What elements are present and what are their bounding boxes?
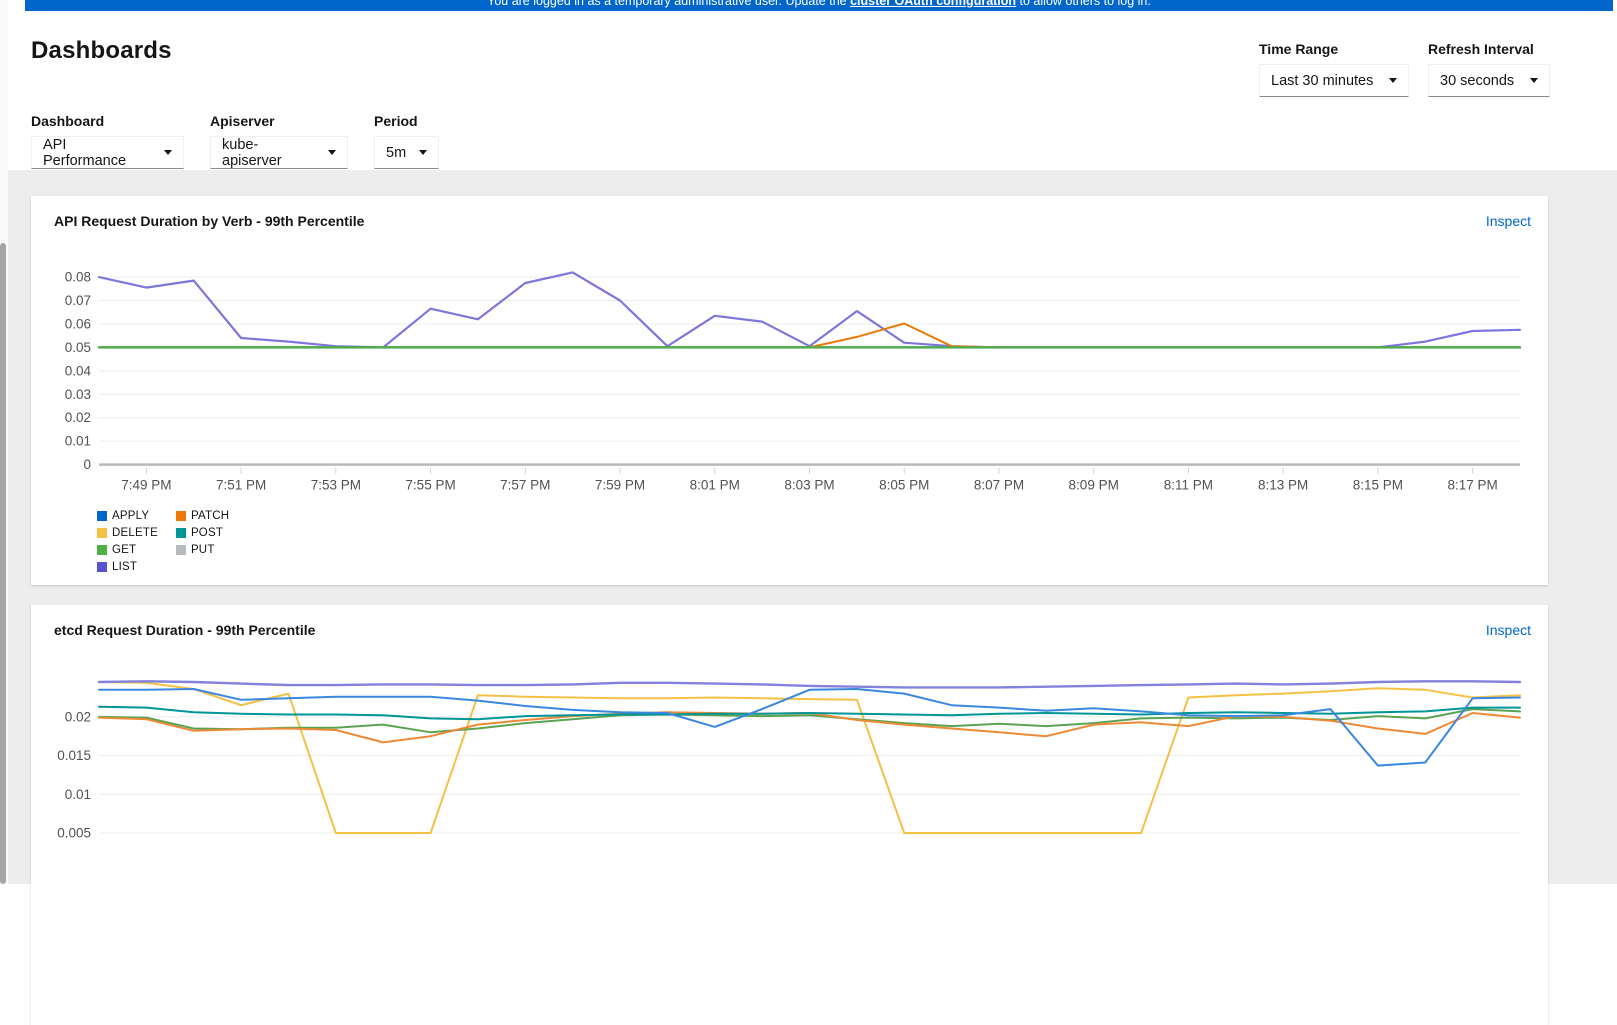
- legend-swatch: [97, 545, 107, 555]
- svg-text:8:13 PM: 8:13 PM: [1258, 478, 1308, 493]
- svg-text:0.015: 0.015: [57, 748, 91, 763]
- svg-text:8:01 PM: 8:01 PM: [690, 478, 740, 493]
- etcd-request-duration-card: etcd Request Duration - 99th Percentile …: [31, 605, 1548, 1025]
- card-header: API Request Duration by Verb - 99th Perc…: [31, 196, 1548, 231]
- legend-swatch: [176, 511, 186, 521]
- time-range-label: Time Range: [1259, 41, 1409, 57]
- svg-text:0.02: 0.02: [65, 410, 91, 425]
- card-header: etcd Request Duration - 99th Percentile …: [31, 605, 1548, 640]
- legend-swatch: [97, 511, 107, 521]
- refresh-interval-select[interactable]: 30 seconds: [1428, 64, 1550, 97]
- legend-item-post: POST: [176, 524, 229, 541]
- svg-text:0: 0: [83, 457, 91, 472]
- login-notice-text: You are logged in as a temporary adminis…: [25, 0, 1613, 8]
- oauth-configuration-link[interactable]: cluster OAuth configuration: [850, 0, 1016, 8]
- legend-label: DELETE: [112, 527, 158, 539]
- caret-down-icon: [1389, 78, 1397, 83]
- dashboards-page: You are logged in as a temporary adminis…: [8, 0, 1617, 884]
- svg-text:7:51 PM: 7:51 PM: [216, 478, 266, 493]
- legend-label: PATCH: [191, 510, 229, 522]
- legend-item-delete: DELETE: [97, 524, 158, 541]
- legend-swatch: [97, 562, 107, 572]
- dashboard-filters-row: Dashboard API Performance Apiserver kube…: [31, 113, 1617, 169]
- svg-text:0.01: 0.01: [65, 434, 91, 449]
- svg-text:0.05: 0.05: [65, 340, 91, 355]
- svg-text:8:17 PM: 8:17 PM: [1447, 478, 1497, 493]
- caret-down-icon: [328, 150, 336, 155]
- svg-text:0.01: 0.01: [65, 787, 91, 802]
- svg-text:7:59 PM: 7:59 PM: [595, 478, 645, 493]
- caret-down-icon: [164, 150, 172, 155]
- svg-text:8:15 PM: 8:15 PM: [1353, 478, 1403, 493]
- svg-text:7:49 PM: 7:49 PM: [121, 478, 171, 493]
- period-value: 5m: [386, 145, 406, 161]
- svg-text:8:09 PM: 8:09 PM: [1069, 478, 1119, 493]
- svg-text:7:57 PM: 7:57 PM: [500, 478, 550, 493]
- time-range-filter: Time Range Last 30 minutes: [1259, 41, 1409, 97]
- svg-text:0.07: 0.07: [65, 293, 91, 308]
- etcd-request-duration-chart[interactable]: 0.02 0.015 0.01 0.005: [31, 665, 1540, 895]
- time-range-select[interactable]: Last 30 minutes: [1259, 64, 1409, 97]
- api-request-duration-card: API Request Duration by Verb - 99th Perc…: [31, 196, 1548, 585]
- refresh-interval-filter: Refresh Interval 30 seconds: [1428, 41, 1550, 97]
- svg-text:8:11 PM: 8:11 PM: [1164, 478, 1213, 493]
- svg-text:7:55 PM: 7:55 PM: [405, 478, 455, 493]
- svg-text:0.005: 0.005: [57, 825, 91, 840]
- time-range-value: Last 30 minutes: [1271, 73, 1373, 89]
- apiserver-label: Apiserver: [210, 113, 348, 129]
- svg-text:0.02: 0.02: [65, 709, 91, 724]
- caret-down-icon: [1530, 78, 1538, 83]
- page-header: Dashboards Time Range Last 30 minutes Re…: [8, 11, 1617, 170]
- legend-label: LIST: [112, 561, 137, 573]
- card-title: API Request Duration by Verb - 99th Perc…: [54, 212, 364, 231]
- period-label: Period: [374, 113, 439, 129]
- legend-label: APPLY: [112, 510, 149, 522]
- apiserver-select[interactable]: kube-apiserver: [210, 136, 348, 169]
- legend-swatch: [97, 528, 107, 538]
- period-filter: Period 5m: [374, 113, 439, 169]
- legend-item-apply: APPLY: [97, 507, 158, 524]
- chart-legend: APPLY DELETE GET LIST PATCH POST PUT: [97, 507, 229, 575]
- card-title: etcd Request Duration - 99th Percentile: [54, 621, 315, 640]
- scrollbar-thumb[interactable]: [0, 243, 6, 884]
- dashboard-select[interactable]: API Performance: [31, 136, 184, 169]
- svg-text:0.06: 0.06: [65, 316, 91, 331]
- dashboard-value: API Performance: [43, 137, 152, 169]
- api-request-duration-chart[interactable]: 0.08 0.07 0.06 0.05 0.04 0.03 0.02 0.01 0 7:49 PM…: [31, 256, 1540, 501]
- legend-label: PUT: [191, 544, 215, 556]
- page-scrollbar[interactable]: [0, 0, 8, 884]
- svg-text:0.08: 0.08: [65, 270, 91, 285]
- inspect-link[interactable]: Inspect: [1486, 621, 1531, 640]
- login-notice-banner: You are logged in as a temporary adminis…: [25, 0, 1613, 11]
- svg-text:8:05 PM: 8:05 PM: [879, 478, 929, 493]
- svg-text:8:07 PM: 8:07 PM: [974, 478, 1024, 493]
- legend-item-get: GET: [97, 541, 158, 558]
- inspect-link[interactable]: Inspect: [1486, 212, 1531, 231]
- svg-text:0.03: 0.03: [65, 387, 91, 402]
- svg-text:7:53 PM: 7:53 PM: [311, 478, 361, 493]
- period-select[interactable]: 5m: [374, 136, 439, 169]
- apiserver-value: kube-apiserver: [222, 137, 316, 169]
- legend-swatch: [176, 545, 186, 555]
- dashboard-filter: Dashboard API Performance: [31, 113, 184, 169]
- svg-text:0.04: 0.04: [65, 363, 92, 378]
- refresh-interval-value: 30 seconds: [1440, 73, 1514, 89]
- svg-text:8:03 PM: 8:03 PM: [784, 478, 834, 493]
- caret-down-icon: [419, 150, 427, 155]
- legend-item-list: LIST: [97, 558, 158, 575]
- dashboard-label: Dashboard: [31, 113, 184, 129]
- legend-item-patch: PATCH: [176, 507, 229, 524]
- legend-item-put: PUT: [176, 541, 229, 558]
- apiserver-filter: Apiserver kube-apiserver: [210, 113, 348, 169]
- refresh-interval-label: Refresh Interval: [1428, 41, 1550, 57]
- legend-swatch: [176, 528, 186, 538]
- legend-label: POST: [191, 527, 223, 539]
- dashboard-content: API Request Duration by Verb - 99th Perc…: [8, 170, 1617, 884]
- legend-label: GET: [112, 544, 136, 556]
